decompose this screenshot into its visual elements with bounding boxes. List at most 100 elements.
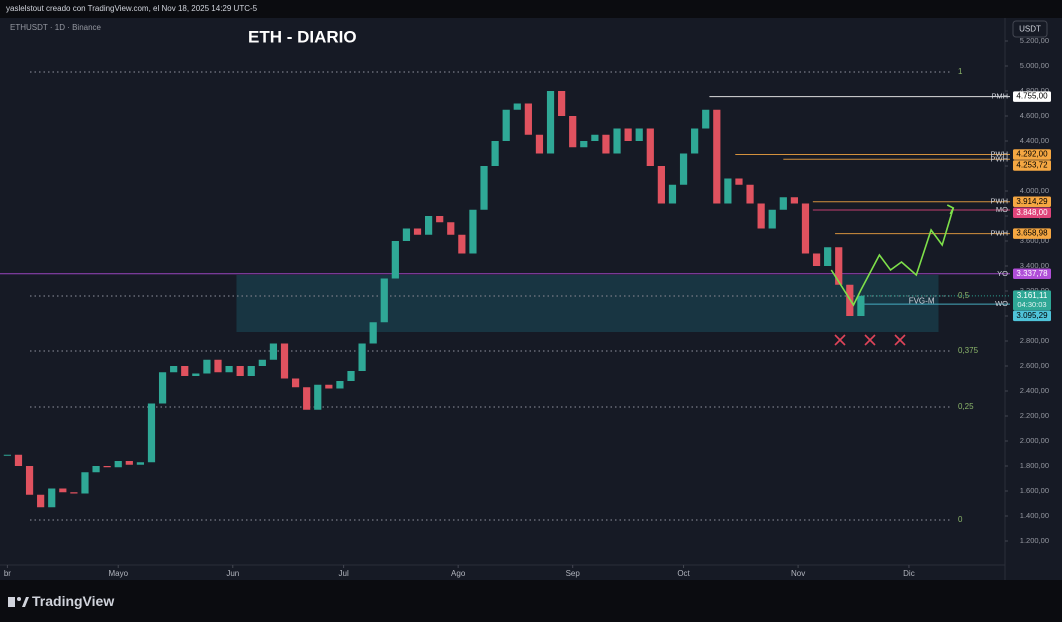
x-tick-label: Jul xyxy=(339,569,349,578)
candle xyxy=(546,91,555,154)
price-tag-label: 4.755,00 xyxy=(1016,92,1048,101)
level-name: PWH xyxy=(991,149,1009,158)
price-tag-label: 3.848,00 xyxy=(1016,208,1048,217)
level-name: PWH xyxy=(991,154,1009,163)
candle xyxy=(801,203,810,254)
x-tick-label: br xyxy=(4,569,11,578)
x-tick-label: Jun xyxy=(226,569,239,578)
candle xyxy=(336,381,344,389)
candle xyxy=(347,371,355,381)
y-tick-label: 2.200,00 xyxy=(1020,411,1049,420)
candle xyxy=(668,184,677,204)
candle xyxy=(25,466,34,495)
candle xyxy=(81,472,89,494)
logo-mark xyxy=(8,597,15,607)
price-tag-label: 3.914,29 xyxy=(1016,197,1048,206)
candle xyxy=(558,91,566,116)
candle xyxy=(14,454,23,466)
price-tag xyxy=(1013,196,1051,207)
x-tick-label: Oct xyxy=(677,569,690,578)
candle xyxy=(502,109,510,141)
price-tag xyxy=(1013,228,1051,239)
price-tag xyxy=(1013,268,1051,280)
candle xyxy=(613,128,621,154)
candle xyxy=(768,209,776,229)
y-tick-label: 1.800,00 xyxy=(1020,461,1049,470)
candle xyxy=(425,216,433,235)
price-tag-label: 4.253,72 xyxy=(1016,161,1048,170)
logo-mark xyxy=(17,597,21,601)
credit: yaslelstout creado con TradingView.com, … xyxy=(6,4,258,13)
x-tick-label: Mayo xyxy=(108,569,128,578)
candle xyxy=(158,372,167,404)
candle xyxy=(314,384,322,410)
price-tag-label: 4.292,00 xyxy=(1016,150,1048,159)
candle xyxy=(280,343,289,379)
candle xyxy=(624,128,632,141)
price-tag-label: 3.337,78 xyxy=(1016,269,1048,278)
chart-title: ETH - DIARIO xyxy=(248,27,357,46)
price-tag xyxy=(1013,149,1051,160)
y-tick-label: 4.600,00 xyxy=(1020,111,1049,120)
candle xyxy=(436,216,444,223)
candle xyxy=(125,461,133,465)
y-tick-label: 2.800,00 xyxy=(1020,336,1049,345)
fib-label: 1 xyxy=(958,67,963,76)
zone-label: FVG-M xyxy=(909,297,935,306)
x-tick-label: Dic xyxy=(903,569,915,578)
price-tag xyxy=(1013,207,1051,218)
y-tick-label: 3.600,00 xyxy=(1020,236,1049,245)
candle xyxy=(790,197,798,204)
level-name: WO xyxy=(995,299,1008,308)
candle xyxy=(358,343,366,371)
cross xyxy=(864,334,876,346)
candle xyxy=(192,373,200,376)
level-name: MO xyxy=(996,205,1008,214)
fib-label: 0,375 xyxy=(958,346,979,355)
candle xyxy=(402,228,411,241)
y-tick-label: 1.400,00 xyxy=(1020,511,1049,520)
cross xyxy=(894,334,906,346)
candle xyxy=(569,116,577,148)
candle xyxy=(114,461,122,468)
cross-marks xyxy=(834,334,906,346)
y-tick-label: 4.400,00 xyxy=(1020,136,1049,145)
x-tick-label: Sep xyxy=(566,569,581,578)
symbol: ETHUSDT · 1D · Binance xyxy=(10,23,102,32)
candle xyxy=(170,366,178,373)
candle xyxy=(147,403,156,463)
level-name: PWH xyxy=(991,197,1009,206)
currency-box[interactable] xyxy=(1012,20,1048,38)
y-tick-label: 4.800,00 xyxy=(1020,86,1049,95)
candle xyxy=(380,278,388,323)
y-tick-label: 2.000,00 xyxy=(1020,436,1049,445)
x-tick-label: Ago xyxy=(451,569,466,578)
countdown: 04:30:03 xyxy=(1017,300,1046,309)
candle xyxy=(303,387,311,410)
candle xyxy=(702,109,710,129)
candle xyxy=(535,134,544,154)
price-tag-label: 3.095,29 xyxy=(1016,311,1048,320)
candle xyxy=(835,247,843,285)
last-price-label: 3.161,11 xyxy=(1017,291,1048,300)
level-name: YO xyxy=(997,269,1008,278)
candle xyxy=(635,128,643,141)
candle xyxy=(857,295,865,316)
candle xyxy=(48,488,56,508)
candle xyxy=(369,322,377,344)
candle xyxy=(646,128,654,166)
candle xyxy=(447,222,455,235)
candle xyxy=(225,366,233,373)
candle xyxy=(391,241,399,279)
candle xyxy=(691,128,699,154)
candle xyxy=(735,178,743,185)
currency[interactable]: USDT xyxy=(1019,25,1041,34)
candle xyxy=(37,494,45,508)
fib-label: 0,25 xyxy=(958,402,974,411)
candle xyxy=(269,343,278,360)
candle xyxy=(657,166,665,204)
y-tick-label: 2.400,00 xyxy=(1020,386,1049,395)
y-tick-label: 1.600,00 xyxy=(1020,486,1049,495)
candle xyxy=(236,366,244,376)
